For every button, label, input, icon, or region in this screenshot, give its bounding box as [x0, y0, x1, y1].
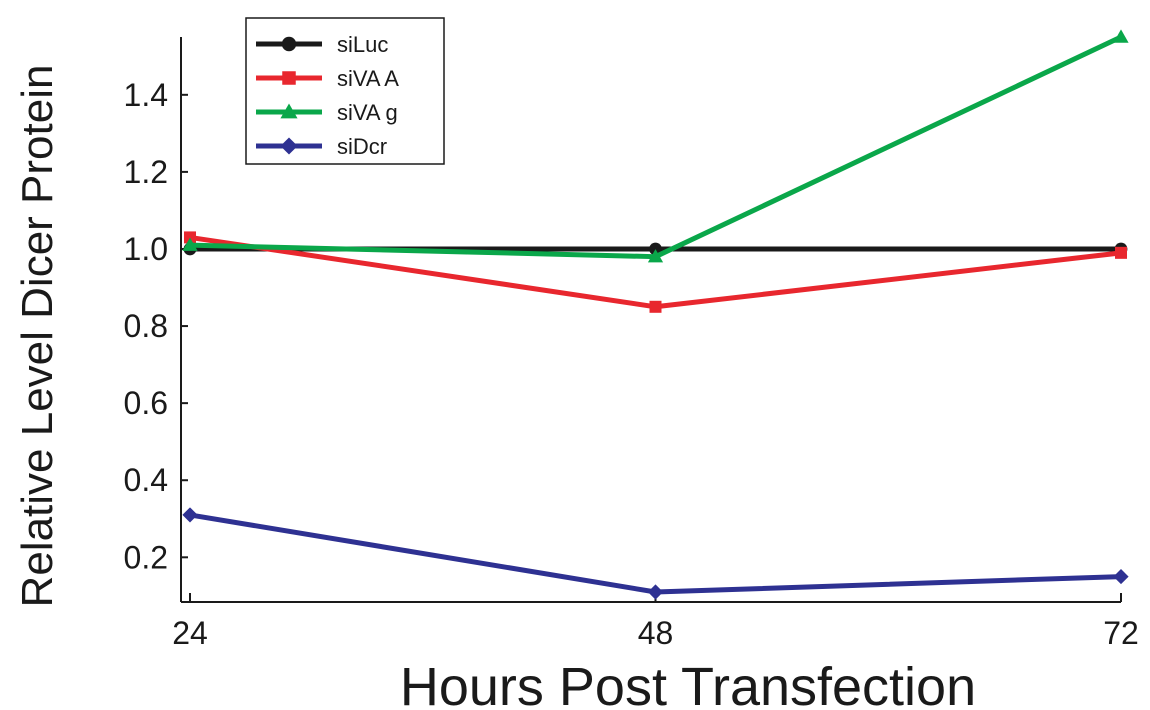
y-tick-label: 1.4	[124, 77, 168, 113]
legend-label: siVA g	[337, 100, 398, 125]
y-tick-label: 1.0	[124, 231, 168, 267]
data-point	[282, 71, 296, 85]
series-siva-a	[184, 231, 1127, 313]
y-tick-label: 0.2	[124, 539, 168, 575]
data-point	[1115, 246, 1127, 259]
data-point	[1113, 568, 1129, 585]
x-tick-label: 48	[638, 615, 674, 651]
y-tick-label: 0.4	[124, 462, 168, 498]
data-point	[182, 237, 198, 251]
axes	[180, 37, 1121, 603]
legend-item: siVA g	[256, 100, 398, 125]
legend-item: siDcr	[256, 134, 387, 159]
data-point	[280, 103, 298, 119]
y-axis-ticks: 0.2 0.4 0.6 0.8 1.0 1.2 1.4	[124, 77, 188, 575]
series-sidcr	[182, 507, 1129, 600]
legend: siLuc siVA A siVA g siDcr	[245, 17, 445, 165]
data-point	[649, 242, 662, 256]
series-group	[182, 29, 1129, 600]
legend-label: siVA A	[337, 66, 399, 91]
legend-label: siDcr	[337, 134, 387, 159]
y-axis-title: Relative Level Dicer Protein	[13, 65, 62, 608]
x-tick-label: 72	[1103, 615, 1139, 651]
x-axis-title: Hours Post Transfection	[400, 657, 976, 710]
data-point	[280, 137, 298, 155]
data-point	[182, 507, 198, 523]
data-point	[647, 249, 664, 263]
series-siva-g	[182, 29, 1129, 263]
data-point	[1113, 29, 1129, 43]
legend-label: siLuc	[337, 32, 388, 57]
data-point	[647, 584, 664, 600]
series-line	[189, 512, 1122, 595]
y-tick-label: 1.2	[124, 154, 168, 190]
data-point	[649, 300, 662, 313]
y-tick-label: 0.8	[124, 308, 168, 344]
x-tick-label: 24	[172, 615, 208, 651]
legend-item: siVA A	[256, 66, 399, 91]
y-tick-label: 0.6	[124, 385, 168, 421]
data-point	[184, 231, 196, 244]
data-point	[281, 36, 297, 52]
legend-item: siLuc	[256, 32, 388, 57]
